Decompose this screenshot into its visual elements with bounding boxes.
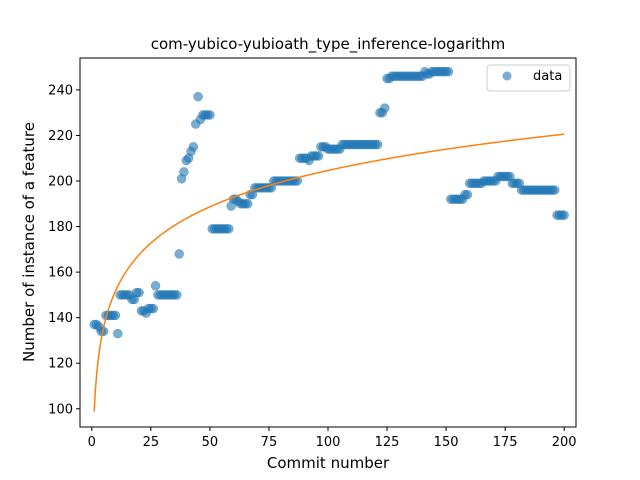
x-tick-label: 100 — [316, 435, 341, 450]
x-tick-label: 200 — [552, 435, 577, 450]
data-point — [134, 287, 144, 298]
data-point — [443, 66, 454, 77]
x-tick-label: 25 — [143, 435, 160, 450]
y-axis-ticks: 100 120 140 160 180 200 220 240 — [48, 83, 80, 417]
data-point — [372, 139, 383, 150]
data-point — [174, 249, 184, 259]
y-tick-label: 100 — [48, 402, 73, 417]
data-point — [379, 103, 390, 113]
y-tick-label: 200 — [48, 175, 73, 190]
data-point — [224, 224, 234, 234]
data-point — [559, 210, 569, 220]
data-point — [462, 189, 473, 200]
y-tick-label: 160 — [48, 266, 73, 281]
x-tick-label: 175 — [493, 435, 518, 450]
y-tick-label: 240 — [48, 83, 73, 98]
data-point — [313, 151, 324, 161]
y-tick-label: 140 — [48, 311, 73, 326]
data-point — [150, 281, 161, 291]
chart-title: com-yubico-yubioath_type_inference-logar… — [151, 35, 506, 54]
data-point — [549, 185, 560, 195]
data-point — [179, 167, 189, 177]
x-tick-label: 125 — [375, 435, 400, 450]
x-tick-label: 150 — [434, 435, 459, 450]
data-point — [193, 91, 203, 102]
legend: data — [486, 64, 571, 92]
data-point — [110, 310, 121, 321]
data-point — [188, 142, 199, 152]
data-point — [242, 199, 253, 209]
data-points — [89, 66, 569, 339]
fit-line-layer — [93, 133, 565, 412]
legend-marker — [502, 71, 512, 81]
x-tick-label: 0 — [88, 435, 96, 450]
x-tick-label: 50 — [202, 435, 219, 450]
data-point — [205, 110, 215, 120]
y-tick-label: 180 — [48, 220, 73, 235]
data-point — [113, 328, 123, 339]
y-tick-label: 220 — [48, 129, 73, 144]
legend-box — [486, 64, 571, 92]
data-point — [172, 290, 182, 300]
data-point — [148, 303, 158, 314]
legend-label: data — [533, 69, 562, 84]
x-tick-label: 75 — [261, 435, 278, 450]
fit-line — [93, 133, 565, 412]
x-axis-title: Commit number — [267, 454, 390, 472]
y-tick-label: 120 — [48, 357, 73, 372]
x-axis-ticks: 0 25 50 75 100 125 150 175 200 — [88, 427, 577, 450]
y-axis-title: Number of instance of a feature — [20, 122, 38, 362]
